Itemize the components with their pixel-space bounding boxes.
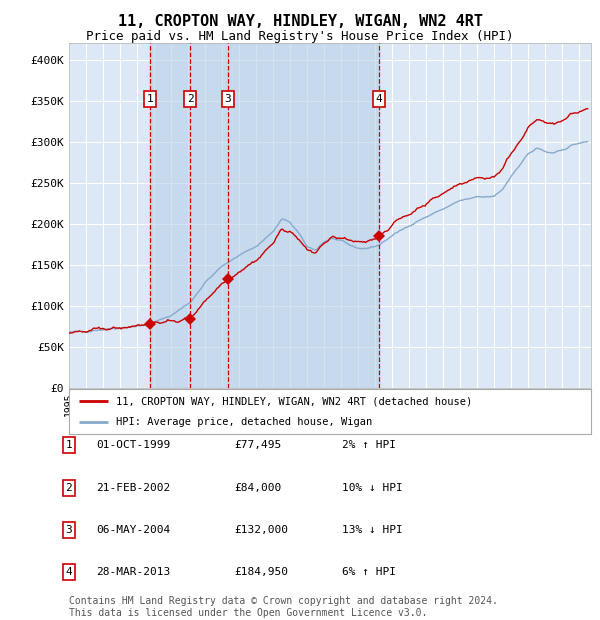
Bar bbox=[150, 43, 379, 388]
Text: 11, CROPTON WAY, HINDLEY, WIGAN, WN2 4RT: 11, CROPTON WAY, HINDLEY, WIGAN, WN2 4RT bbox=[118, 14, 482, 29]
Text: 06-MAY-2004: 06-MAY-2004 bbox=[96, 525, 170, 535]
Text: 4: 4 bbox=[376, 94, 383, 104]
Text: 28-MAR-2013: 28-MAR-2013 bbox=[96, 567, 170, 577]
Text: 2: 2 bbox=[65, 483, 73, 493]
Text: 1: 1 bbox=[65, 440, 73, 450]
Text: 21-FEB-2002: 21-FEB-2002 bbox=[96, 483, 170, 493]
Text: 01-OCT-1999: 01-OCT-1999 bbox=[96, 440, 170, 450]
Text: Price paid vs. HM Land Registry's House Price Index (HPI): Price paid vs. HM Land Registry's House … bbox=[86, 30, 514, 43]
Text: 1: 1 bbox=[146, 94, 153, 104]
Text: Contains HM Land Registry data © Crown copyright and database right 2024.
This d: Contains HM Land Registry data © Crown c… bbox=[69, 596, 498, 618]
Text: HPI: Average price, detached house, Wigan: HPI: Average price, detached house, Wiga… bbox=[116, 417, 372, 427]
Text: £77,495: £77,495 bbox=[234, 440, 281, 450]
Text: 6% ↑ HPI: 6% ↑ HPI bbox=[342, 567, 396, 577]
Text: 13% ↓ HPI: 13% ↓ HPI bbox=[342, 525, 403, 535]
Text: £184,950: £184,950 bbox=[234, 567, 288, 577]
Text: 11, CROPTON WAY, HINDLEY, WIGAN, WN2 4RT (detached house): 11, CROPTON WAY, HINDLEY, WIGAN, WN2 4RT… bbox=[116, 396, 472, 407]
Text: 2: 2 bbox=[187, 94, 194, 104]
Text: 10% ↓ HPI: 10% ↓ HPI bbox=[342, 483, 403, 493]
Text: £132,000: £132,000 bbox=[234, 525, 288, 535]
Text: £84,000: £84,000 bbox=[234, 483, 281, 493]
Text: 3: 3 bbox=[65, 525, 73, 535]
Text: 2% ↑ HPI: 2% ↑ HPI bbox=[342, 440, 396, 450]
Text: 4: 4 bbox=[65, 567, 73, 577]
Text: 3: 3 bbox=[224, 94, 232, 104]
